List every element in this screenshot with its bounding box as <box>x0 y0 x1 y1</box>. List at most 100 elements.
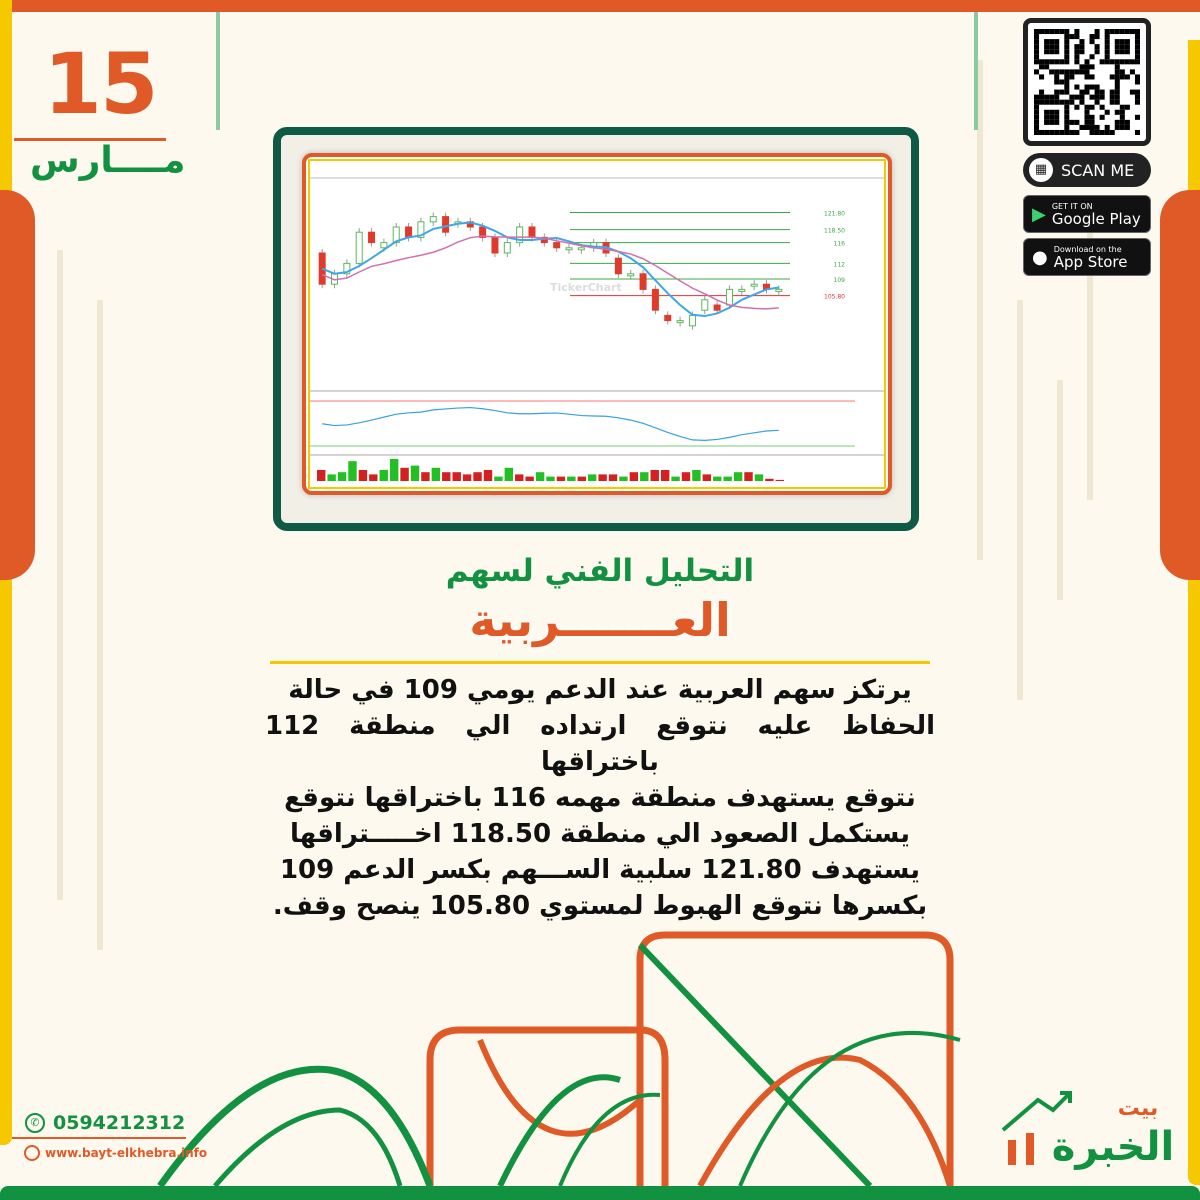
level-label: 121.80 <box>824 210 845 217</box>
headline-stock-name: العـــــــربية <box>469 593 731 647</box>
volume-bar <box>671 476 680 481</box>
watermark: TickerChart <box>550 281 622 294</box>
volume-bar <box>369 474 378 481</box>
volume-bar <box>556 476 566 481</box>
volume-bar <box>504 467 514 481</box>
volume-bar <box>358 470 368 481</box>
volume-bar <box>775 479 784 481</box>
website-url: www.bayt-elkhebra.info <box>45 1146 208 1160</box>
volume-bar <box>640 472 649 481</box>
top-bar <box>0 0 1200 12</box>
candle <box>491 236 499 254</box>
bayt-elkhebra-logo: بيت الخبرة <box>1001 1091 1174 1170</box>
qr-pattern <box>1034 29 1140 135</box>
volume-bar <box>535 472 545 481</box>
left-tab <box>0 190 35 580</box>
level-label: 109 <box>834 277 846 284</box>
candle <box>479 226 487 238</box>
phone-contact[interactable]: ✆ 0594212312 <box>25 1112 185 1134</box>
candle <box>713 304 721 311</box>
volume-bar <box>337 472 347 481</box>
store-icon: ▦ <box>1029 158 1053 182</box>
candle <box>577 247 585 251</box>
volume-bar <box>400 467 409 481</box>
candle <box>429 216 437 223</box>
volume-bar <box>462 474 472 481</box>
store-small: Download on the <box>1053 244 1122 254</box>
volume-bar <box>442 472 451 481</box>
volume-bar <box>629 472 639 481</box>
volume-bar <box>733 472 743 481</box>
candle <box>614 257 622 275</box>
volume-bar <box>379 470 388 481</box>
google-play-badge[interactable]: ▶ GET IT ON Google Play <box>1023 195 1151 233</box>
level-label: 118.50 <box>824 228 845 235</box>
chart-bg <box>310 161 884 487</box>
candle <box>651 288 659 311</box>
phone-number: 0594212312 <box>53 1112 186 1134</box>
scan-me-badge[interactable]: ▦ SCAN ME <box>1023 153 1151 187</box>
headline-divider <box>270 661 930 664</box>
candle <box>380 242 388 249</box>
candle <box>528 226 536 238</box>
candle <box>627 273 635 277</box>
logo-word-elkhebra: الخبرة <box>1052 1124 1174 1170</box>
date-day: 15 <box>43 35 159 133</box>
chart-screenshot: 121.80 118.50 116 112 109 105.80 TickerChart <box>302 153 892 495</box>
volume-bar <box>650 470 659 481</box>
candle <box>639 273 647 290</box>
candle <box>442 216 450 233</box>
analysis-line: بكسرها نتوقع الهبوط لمستوي 105.80 ينصح و… <box>272 891 928 921</box>
date-divider <box>14 138 166 141</box>
bottom-bar <box>0 1186 1200 1200</box>
candle <box>503 242 511 254</box>
volume-bar <box>608 474 618 481</box>
volume-bar <box>546 476 555 481</box>
candle <box>516 226 524 244</box>
analysis-line: يستكمل الصعود الي منطقة 118.50 اخـــــتر… <box>289 819 911 849</box>
volume-bar <box>713 476 722 481</box>
candle <box>565 247 573 251</box>
candle <box>405 226 413 238</box>
volume-bar <box>327 474 336 481</box>
volume-bar <box>494 476 503 481</box>
volume-bar <box>515 474 524 481</box>
volume-bar <box>754 474 764 481</box>
store-big: App Store <box>1053 252 1128 271</box>
store-big: Google Play <box>1051 209 1141 228</box>
analysis-line: الحفاظ عليه نتوقع ارتداده الي منطقة 112 … <box>265 711 935 777</box>
candle <box>676 320 684 324</box>
volume-bar <box>744 472 753 481</box>
volume-bar <box>619 476 628 481</box>
moving-average-line <box>321 235 779 310</box>
analysis-text: يرتكز سهم العربية عند الدعم يومي 109 في … <box>265 672 935 924</box>
store-small: GET IT ON <box>1051 201 1093 211</box>
scan-label: SCAN ME <box>1061 160 1135 180</box>
candle <box>417 221 425 238</box>
analysis-line: نتوقع يستهدف منطقة مهمه 116 باختراقها نت… <box>284 783 916 813</box>
candle <box>392 226 400 244</box>
volume-bar <box>421 472 430 481</box>
analysis-line: يستهدف 121.80 سلبية الســـهم بكسر الدعم … <box>279 855 921 885</box>
app-store-badge[interactable]: ● Download on the App Store <box>1023 238 1151 276</box>
candle <box>368 231 376 244</box>
qr-code[interactable] <box>1023 18 1151 146</box>
candle <box>775 288 783 292</box>
volume-bar <box>587 474 597 481</box>
whatsapp-icon: ✆ <box>25 1113 45 1133</box>
play-icon: ▶ <box>1032 203 1046 225</box>
volume-bar <box>452 472 461 481</box>
candle <box>553 242 561 249</box>
volume-bar <box>348 461 357 481</box>
candle <box>688 314 696 327</box>
website-link[interactable]: www.bayt-elkhebra.info <box>24 1145 207 1161</box>
candle <box>750 283 758 287</box>
candle <box>701 299 709 311</box>
logo-word-bayt: بيت <box>1118 1096 1159 1121</box>
candle <box>355 231 363 264</box>
moving-average-line <box>321 221 779 318</box>
level-label: 116 <box>834 241 846 248</box>
analysis-line: يرتكز سهم العربية عند الدعم يومي 109 في … <box>288 675 912 705</box>
globe-icon <box>24 1145 40 1161</box>
volume-bar <box>598 474 607 481</box>
